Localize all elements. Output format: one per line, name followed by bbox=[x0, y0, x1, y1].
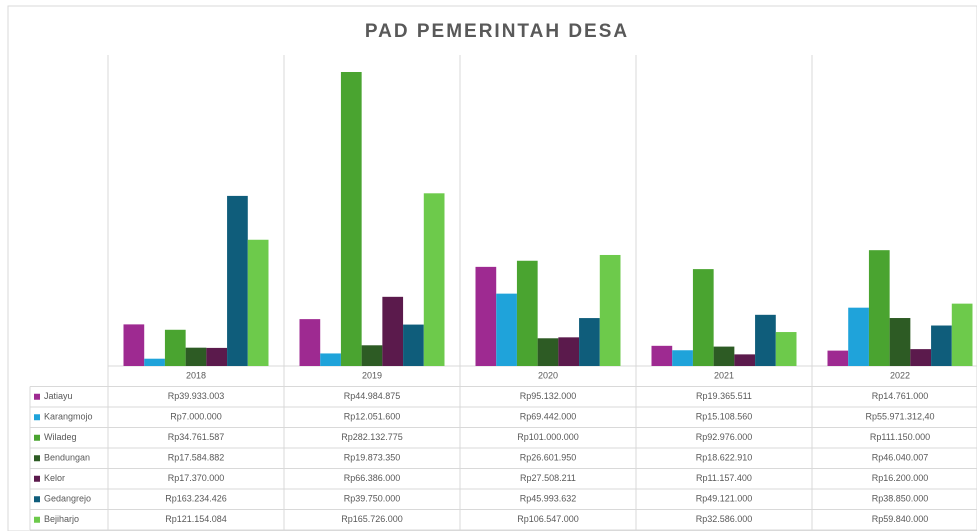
bar bbox=[672, 350, 693, 366]
bar bbox=[827, 350, 849, 366]
legend-label: Bejiharjo bbox=[44, 514, 79, 524]
table-value: Rp26.601.950 bbox=[520, 453, 577, 463]
bar bbox=[340, 72, 362, 366]
table-value: Rp46.040.007 bbox=[872, 453, 929, 463]
table-value: Rp16.200.000 bbox=[872, 473, 929, 483]
bar bbox=[910, 349, 932, 366]
table-value: Rp121.154.084 bbox=[165, 514, 227, 524]
legend-label: Jatiayu bbox=[44, 391, 73, 401]
table-value: Rp11.157.400 bbox=[696, 473, 752, 483]
bar bbox=[755, 314, 776, 366]
legend-swatch bbox=[34, 393, 40, 400]
bar bbox=[579, 318, 600, 366]
legend-label: Kelor bbox=[44, 473, 65, 483]
table-value: Rp39.933.003 bbox=[168, 391, 225, 401]
bar bbox=[320, 353, 341, 366]
table-value: Rp69.442.000 bbox=[520, 412, 577, 422]
table-value: Rp59.840.000 bbox=[872, 514, 929, 524]
table-value: Rp44.984.875 bbox=[344, 391, 401, 401]
table-value: Rp38.850.000 bbox=[872, 494, 929, 504]
table-value: Rp165.726.000 bbox=[341, 514, 403, 524]
chart-title: PAD PEMERINTAH DESA bbox=[365, 21, 629, 42]
legend-label: Wiladeg bbox=[44, 432, 77, 442]
table-value: Rp7.000.000 bbox=[170, 412, 222, 422]
bar bbox=[951, 303, 973, 366]
bar bbox=[931, 325, 952, 366]
table-value: Rp15.108.560 bbox=[696, 412, 753, 422]
table-value: Rp18.622.910 bbox=[696, 453, 753, 463]
legend-label: Gedangrejo bbox=[44, 494, 91, 504]
bar bbox=[692, 269, 714, 366]
legend-swatch bbox=[34, 455, 40, 462]
legend-swatch bbox=[34, 516, 40, 523]
table-value: Rp39.750.000 bbox=[344, 494, 401, 504]
bar bbox=[868, 250, 890, 366]
bar bbox=[403, 324, 424, 366]
legend-label: Bendungan bbox=[44, 453, 90, 463]
bar bbox=[889, 318, 911, 366]
bar bbox=[247, 239, 269, 366]
legend-swatch bbox=[34, 496, 40, 503]
table-value: Rp111.150.000 bbox=[870, 432, 930, 442]
bar bbox=[475, 266, 497, 366]
table-value: Rp49.121.000 bbox=[696, 494, 753, 504]
table-value: Rp17.584.882 bbox=[168, 453, 225, 463]
table-value: Rp27.508.211 bbox=[520, 473, 576, 483]
table-value: Rp66.386.000 bbox=[344, 473, 401, 483]
bar bbox=[185, 347, 207, 366]
table-value: Rp163.234.426 bbox=[165, 494, 227, 504]
bar bbox=[423, 193, 445, 366]
bar bbox=[848, 307, 869, 366]
table-value: Rp95.132.000 bbox=[520, 391, 577, 401]
legend-swatch bbox=[34, 434, 40, 441]
bar bbox=[734, 354, 756, 366]
bar bbox=[206, 347, 228, 366]
bar bbox=[558, 337, 580, 366]
table-value: Rp282.132.775 bbox=[341, 432, 403, 442]
table-value: Rp106.547.000 bbox=[517, 514, 579, 524]
legend-swatch bbox=[34, 475, 40, 482]
table-value: Rp45.993.632 bbox=[520, 494, 577, 504]
legend-swatch bbox=[34, 414, 40, 421]
table-value: Rp14.761.000 bbox=[872, 391, 929, 401]
bar bbox=[775, 332, 797, 366]
x-tick-label: 2020 bbox=[538, 371, 558, 381]
bar bbox=[123, 324, 145, 366]
bar bbox=[516, 260, 538, 366]
x-tick-label: 2019 bbox=[362, 371, 382, 381]
bar bbox=[299, 319, 321, 366]
bar bbox=[227, 195, 248, 366]
table-value: Rp19.873.350 bbox=[344, 453, 401, 463]
table-value: Rp34.761.587 bbox=[168, 432, 225, 442]
bar bbox=[713, 346, 735, 366]
table-value: Rp55.971.312,40 bbox=[865, 412, 934, 422]
bar bbox=[164, 329, 186, 366]
x-tick-label: 2018 bbox=[186, 371, 206, 381]
bar bbox=[144, 358, 165, 366]
x-tick-label: 2021 bbox=[714, 371, 734, 381]
table-value: Rp92.976.000 bbox=[696, 432, 753, 442]
table-value: Rp17.370.000 bbox=[168, 473, 225, 483]
bar bbox=[651, 345, 673, 366]
bar bbox=[537, 338, 559, 366]
bar bbox=[496, 293, 517, 366]
bar bbox=[382, 296, 404, 366]
table-value: Rp19.365.511 bbox=[696, 391, 752, 401]
bar bbox=[599, 254, 621, 366]
table-value: Rp101.000.000 bbox=[517, 432, 579, 442]
table-value: Rp12.051.600 bbox=[344, 412, 401, 422]
bar bbox=[361, 345, 383, 366]
table-value: Rp32.586.000 bbox=[696, 514, 753, 524]
legend-label: Karangmojo bbox=[44, 412, 93, 422]
x-tick-label: 2022 bbox=[890, 371, 910, 381]
